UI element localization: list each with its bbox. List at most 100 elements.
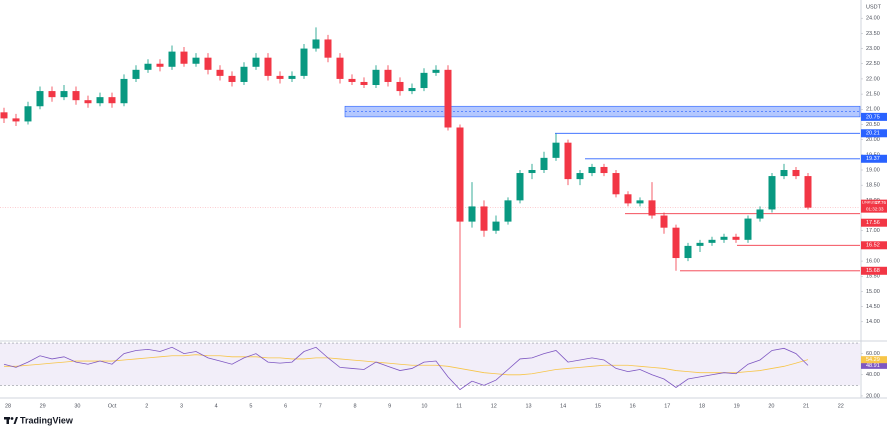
y-tick-label: 21.50 [866, 92, 880, 98]
y-tick-label: 40.00 [866, 372, 880, 378]
y-tick-label: 20.50 [866, 122, 880, 128]
candle-body [732, 236, 740, 240]
candle-body [708, 239, 716, 243]
candle-body [216, 69, 224, 76]
x-tick-label: 15 [595, 403, 601, 409]
candle-body [624, 194, 632, 204]
candle-body [48, 91, 56, 98]
x-tick-label: 7 [319, 403, 322, 409]
level-label: 20.21 [866, 131, 880, 137]
candle-body [288, 75, 296, 79]
level-label-box [861, 154, 887, 163]
x-tick-label: 9 [388, 403, 391, 409]
candle-body [780, 170, 788, 177]
x-tick-label: 8 [353, 403, 356, 409]
y-tick-label: 23.50 [866, 31, 880, 37]
x-tick-label: 13 [525, 403, 531, 409]
level-label: 17.56 [866, 220, 880, 226]
candle-body [312, 39, 320, 49]
last-price-box [861, 199, 887, 213]
x-tick-label: 6 [284, 403, 287, 409]
candle-body [576, 173, 584, 180]
candle-body [768, 176, 776, 210]
x-tick-label: 29 [40, 403, 46, 409]
y-tick-label: 14.50 [866, 304, 880, 310]
candle-body [792, 170, 800, 177]
x-tick-label: 12 [491, 403, 497, 409]
candle-body [228, 75, 236, 82]
y-tick-label: 23.00 [866, 46, 880, 52]
brand: TradingView [20, 415, 74, 425]
x-tick-label: 30 [74, 403, 80, 409]
candle-body [264, 57, 272, 76]
x-tick-label: 3 [180, 403, 183, 409]
level-label-box [861, 241, 887, 250]
candle-body [348, 78, 356, 82]
candle-body [468, 206, 476, 222]
x-tick-label: Oct [108, 403, 117, 409]
y-tick-label: 20.00 [866, 393, 880, 399]
candle-body [444, 69, 452, 128]
candle-body [240, 66, 248, 82]
level-label: 16.52 [866, 243, 880, 249]
x-tick-label: 14 [560, 403, 566, 409]
symbol-label: LINKUSDT [862, 201, 881, 205]
y-tick-label: 17.00 [866, 228, 880, 234]
zone-label-box [861, 112, 887, 121]
level-label-box [861, 218, 887, 227]
candle-body [432, 69, 440, 73]
candle-body [120, 78, 128, 104]
y-tick-label: 18.50 [866, 183, 880, 189]
candle-body [660, 215, 668, 228]
candle-body [12, 118, 20, 122]
candle-body [96, 97, 104, 104]
candle-body [108, 97, 116, 104]
candle-body [324, 39, 332, 58]
rsi-line [4, 354, 809, 376]
x-tick-label: 21 [803, 403, 809, 409]
candle-body [696, 242, 704, 246]
value-label: 48.91 [866, 363, 880, 369]
x-tick-label: 5 [249, 403, 252, 409]
candle-body [180, 51, 188, 64]
x-tick-label: 22 [838, 403, 844, 409]
candle-body [252, 57, 260, 67]
brand-logo [4, 417, 18, 424]
currency: USDT [866, 4, 882, 10]
candle-body [540, 157, 548, 170]
candle-body [480, 206, 488, 231]
y-tick-label: 22.00 [866, 76, 880, 82]
candle-body [720, 236, 728, 240]
candle-body [72, 91, 80, 101]
candle-body [744, 218, 752, 240]
candle-body [36, 91, 44, 107]
candle-body [408, 88, 416, 92]
candle-body [300, 48, 308, 76]
y-tick-label: 20.00 [866, 137, 880, 143]
candle-body [192, 57, 200, 64]
candle-body [420, 72, 428, 89]
rsi-line [3, 346, 809, 391]
x-tick-label: 17 [664, 403, 670, 409]
x-tick-label: 11 [456, 403, 462, 409]
candle-body [60, 91, 68, 98]
y-tick-label: 24.00 [866, 16, 880, 22]
candle-body [336, 57, 344, 79]
last-price-label: 17.76 [875, 200, 887, 205]
candle-body [552, 142, 560, 158]
level-label: 15.68 [866, 268, 880, 274]
candle-body [24, 106, 32, 122]
candle-body [516, 173, 524, 201]
value-label: 54.29 [866, 357, 880, 363]
level-label-box [861, 129, 887, 138]
y-tick-label: 21.00 [866, 107, 880, 113]
candle-body [528, 170, 536, 174]
candle-body [276, 75, 284, 79]
candle-body [84, 100, 92, 104]
candle-body [360, 81, 368, 85]
level-label-box [861, 266, 887, 275]
candle-body [144, 63, 152, 70]
x-tick-label: 10 [421, 403, 427, 409]
candle-body [372, 69, 380, 85]
